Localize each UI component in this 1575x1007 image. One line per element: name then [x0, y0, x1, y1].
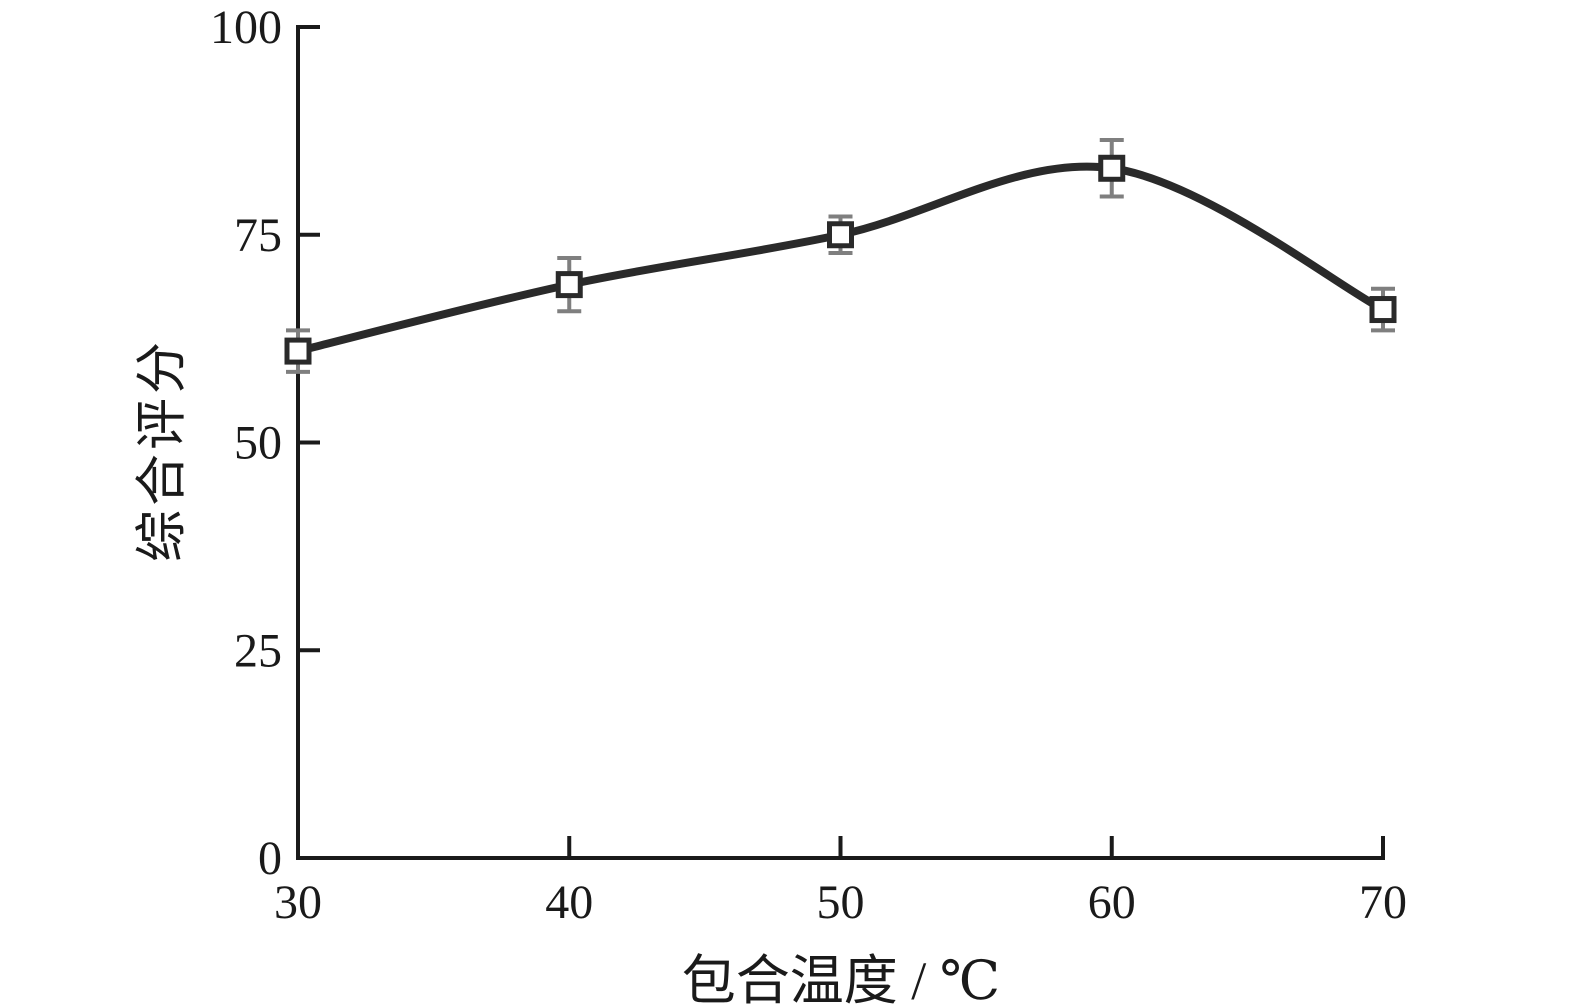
y-tick-label: 0 [258, 832, 282, 885]
x-tick-label: 30 [274, 876, 322, 929]
y-tick-label: 50 [234, 417, 282, 470]
data-point-marker [827, 221, 854, 249]
y-axis-title: 综合评分 [134, 337, 192, 563]
y-tick-label: 75 [234, 209, 282, 262]
x-tick-label: 40 [545, 876, 593, 929]
y-tick-label: 100 [210, 1, 282, 54]
x-axis-title: 包合温度 / ℃ [681, 951, 1001, 1007]
data-point-marker [1369, 296, 1397, 324]
x-tick-label: 60 [1088, 876, 1136, 929]
y-tick-label: 25 [234, 624, 282, 677]
axis-frame [296, 25, 1385, 860]
x-tick-label: 70 [1359, 876, 1407, 929]
data-point-marker [284, 337, 312, 365]
x-tick-label: 50 [817, 876, 865, 929]
data-point-marker [1098, 154, 1126, 182]
data-point-marker [555, 271, 583, 299]
series-line [294, 162, 1387, 356]
